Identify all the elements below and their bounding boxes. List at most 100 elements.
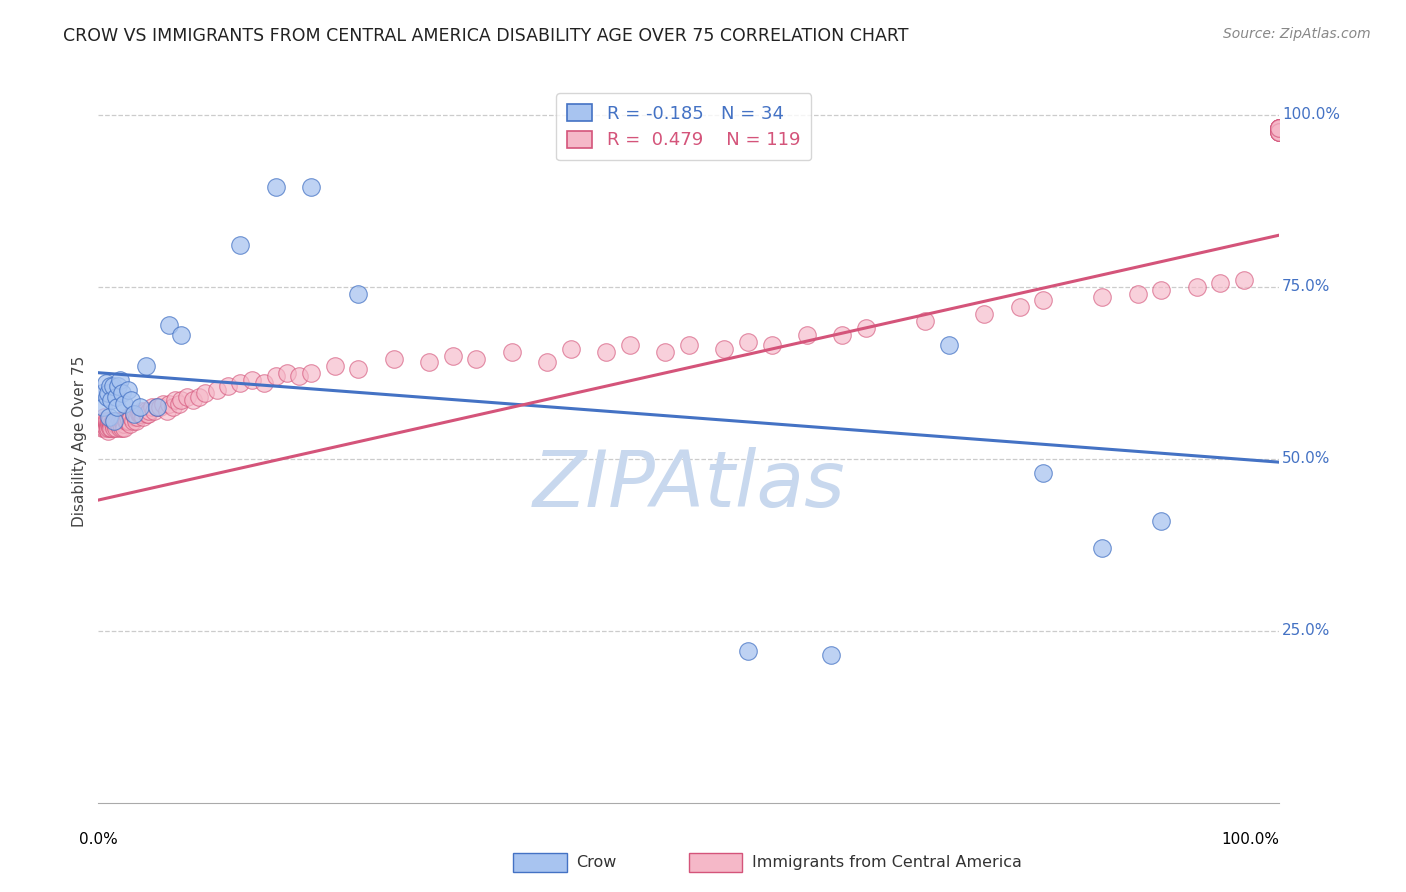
Point — [157, 318, 180, 332]
Point — [170, 393, 193, 408]
Point — [100, 421, 122, 435]
Point — [96, 414, 118, 428]
Point — [654, 345, 676, 359]
Point — [97, 386, 120, 401]
Point — [120, 417, 142, 432]
Point — [187, 390, 209, 404]
Point — [560, 342, 582, 356]
Point — [105, 390, 128, 404]
Point — [162, 400, 184, 414]
Point — [124, 410, 146, 425]
Point — [176, 390, 198, 404]
Text: Source: ZipAtlas.com: Source: ZipAtlas.com — [1223, 27, 1371, 41]
Point — [347, 286, 370, 301]
Point — [938, 338, 960, 352]
Point — [135, 403, 157, 417]
Point — [713, 342, 735, 356]
Point — [91, 421, 114, 435]
Point — [96, 417, 118, 432]
Point — [264, 369, 287, 384]
Point — [98, 417, 121, 432]
Point — [240, 373, 263, 387]
Point — [105, 414, 128, 428]
Point — [111, 421, 134, 435]
Point — [229, 376, 252, 390]
Point — [122, 407, 145, 421]
Point — [98, 379, 121, 393]
Point — [98, 410, 121, 425]
Point — [1268, 121, 1291, 136]
Text: 0.0%: 0.0% — [79, 831, 118, 847]
Point — [229, 238, 252, 252]
Point — [1209, 277, 1232, 291]
Point — [128, 407, 150, 421]
Point — [1150, 514, 1173, 528]
Point — [117, 383, 139, 397]
Point — [103, 421, 125, 435]
Point — [264, 180, 287, 194]
Point — [418, 355, 440, 369]
Point — [299, 366, 322, 380]
Point — [141, 400, 163, 414]
Point — [91, 400, 114, 414]
Point — [1268, 121, 1291, 136]
Point — [831, 327, 853, 342]
Point — [1268, 125, 1291, 139]
Point — [121, 410, 143, 425]
Point — [93, 414, 115, 428]
Point — [761, 338, 783, 352]
Point — [167, 397, 190, 411]
Point — [157, 397, 180, 411]
Point — [97, 421, 120, 435]
Point — [121, 393, 143, 408]
Point — [118, 414, 141, 428]
Point — [108, 421, 131, 435]
Point — [98, 421, 121, 435]
Point — [114, 414, 136, 428]
Point — [127, 410, 149, 425]
Point — [253, 376, 276, 390]
Y-axis label: Disability Age Over 75: Disability Age Over 75 — [72, 356, 87, 527]
Point — [105, 421, 128, 435]
Point — [117, 410, 139, 425]
Point — [299, 180, 322, 194]
Point — [128, 407, 150, 421]
Point — [1268, 125, 1291, 139]
Point — [288, 369, 311, 384]
Point — [108, 373, 131, 387]
Point — [501, 345, 523, 359]
Point — [973, 307, 995, 321]
Point — [737, 334, 759, 349]
Point — [1091, 290, 1114, 304]
Point — [107, 379, 129, 393]
Point — [91, 386, 114, 401]
Point — [132, 410, 155, 425]
Point — [135, 407, 157, 421]
Point — [1150, 283, 1173, 297]
Text: 75.0%: 75.0% — [1282, 279, 1330, 294]
Point — [103, 414, 125, 428]
Text: 100.0%: 100.0% — [1282, 107, 1340, 122]
Point — [1032, 293, 1054, 308]
Point — [115, 414, 138, 428]
Point — [107, 417, 129, 432]
Text: 100.0%: 100.0% — [1222, 831, 1279, 847]
Point — [1268, 121, 1291, 136]
Point — [112, 414, 135, 428]
Point — [96, 390, 118, 404]
Point — [112, 397, 135, 411]
Text: ZIPAtlas: ZIPAtlas — [533, 447, 845, 523]
Point — [146, 400, 169, 414]
Point — [105, 417, 128, 432]
Point — [101, 414, 124, 428]
Point — [1268, 121, 1291, 136]
Point — [1268, 125, 1291, 139]
Point — [1032, 466, 1054, 480]
Point — [93, 410, 115, 425]
Point — [855, 321, 877, 335]
Point — [108, 414, 131, 428]
Point — [156, 403, 179, 417]
Point — [100, 417, 122, 432]
Point — [122, 407, 145, 421]
Point — [97, 417, 120, 432]
